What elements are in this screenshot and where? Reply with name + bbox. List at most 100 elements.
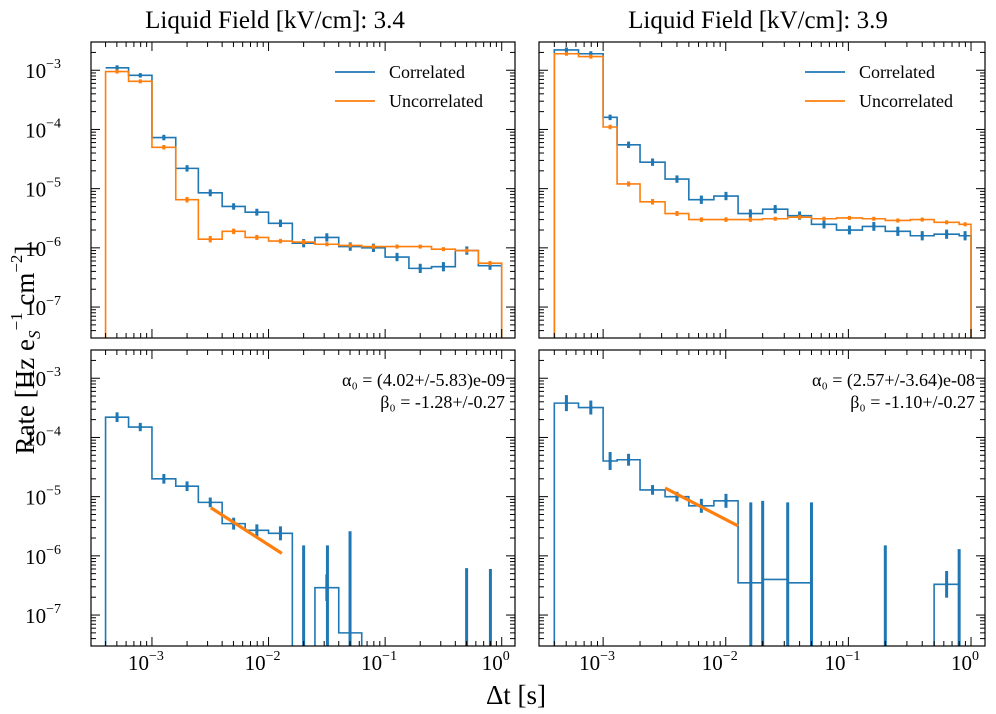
- data-point: [138, 79, 143, 84]
- data-point: [115, 69, 119, 74]
- legend: Correlated Uncorrelated: [335, 62, 483, 111]
- data-point: [348, 243, 353, 248]
- tick-base: 10: [25, 296, 46, 320]
- series-step-0: [104, 416, 363, 646]
- data-point: [724, 217, 728, 222]
- x-tick-label: 100: [951, 649, 979, 675]
- data-point: [185, 484, 189, 489]
- data-point: [418, 266, 423, 271]
- plot-area: [104, 65, 503, 338]
- data-point: [208, 237, 213, 241]
- data-point: [278, 531, 283, 536]
- data-point: [872, 224, 876, 229]
- data-point: [325, 235, 329, 240]
- data-point: [255, 235, 259, 240]
- ticks: [90, 41, 515, 339]
- y-tick-label: 10−5: [25, 176, 61, 202]
- plot-area: [553, 47, 972, 338]
- fit-annotation-1: β₀ = -1.10+/-0.27: [850, 392, 975, 412]
- fit-annotation-0: α₀ = (2.57+/-3.64)e-08: [812, 370, 975, 391]
- tick-exp: −7: [46, 294, 61, 309]
- data-point: [675, 211, 679, 216]
- plot-frame: [90, 41, 516, 339]
- y-tick-label: 10−3: [25, 57, 61, 83]
- tick-base: 10: [579, 651, 600, 675]
- data-point: [255, 528, 259, 533]
- data-point: [441, 264, 446, 269]
- tick-exp: 0: [972, 649, 979, 664]
- data-point: [608, 115, 612, 120]
- tick-exp: −6: [46, 235, 61, 250]
- data-point: [963, 233, 967, 238]
- tick-exp: −3: [46, 365, 61, 380]
- data-point: [208, 500, 213, 505]
- data-point: [115, 65, 119, 70]
- data-point: [963, 222, 967, 227]
- tick-exp: −3: [600, 649, 615, 664]
- tick-exp: 0: [503, 649, 510, 664]
- data-point: [185, 197, 189, 202]
- plot-area: [553, 395, 961, 646]
- y-tick-label: 10−7: [25, 294, 61, 320]
- panel-top-left: 10−310−410−510−610−7CorrelatedUncorrelat…: [25, 41, 516, 339]
- tick-base: 10: [25, 486, 46, 510]
- x-tick-label: 10−2: [245, 649, 281, 675]
- panel-title-right: Liquid Field [kV/cm]: 3.9: [628, 7, 888, 34]
- data-point: [185, 166, 189, 171]
- data-point: [162, 145, 166, 150]
- data-point: [847, 228, 852, 232]
- tick-base: 10: [361, 651, 382, 675]
- data-point: [748, 217, 753, 222]
- fit-annotation-1: β₀ = -1.28+/-0.27: [380, 392, 505, 412]
- data-point: [278, 239, 283, 243]
- data-point: [872, 216, 876, 221]
- data-point: [138, 425, 143, 429]
- data-point: [441, 247, 446, 251]
- data-point: [278, 221, 283, 226]
- tick-base: 10: [951, 651, 972, 675]
- tick-exp: −4: [46, 116, 61, 131]
- x-tick-label: 10−1: [824, 649, 860, 675]
- tick-base: 10: [824, 651, 845, 675]
- tick-exp: −5: [46, 176, 61, 191]
- data-point: [564, 48, 569, 52]
- tick-exp: −3: [46, 57, 61, 72]
- panel-title-left: Liquid Field [kV/cm]: 3.4: [145, 7, 405, 34]
- ticks: [538, 41, 985, 339]
- data-point: [822, 216, 826, 221]
- ticks: [538, 349, 985, 647]
- tick-exp: −1: [845, 649, 860, 664]
- data-point: [395, 255, 399, 259]
- series-step-1: [104, 70, 503, 338]
- data-point: [208, 191, 213, 195]
- data-point: [773, 207, 777, 211]
- legend: Correlated Uncorrelated: [805, 62, 953, 111]
- data-point: [896, 218, 900, 223]
- data-point: [608, 459, 612, 463]
- tick-base: 10: [25, 237, 46, 261]
- plot-frame: [538, 349, 986, 647]
- tick-exp: −6: [46, 543, 61, 558]
- data-point: [699, 217, 704, 222]
- x-tick-label: 10−3: [579, 649, 615, 675]
- data-point: [896, 229, 900, 234]
- panels: 10−310−410−510−610−7CorrelatedUncorrelat…: [25, 41, 986, 675]
- tick-exp: −7: [46, 602, 61, 617]
- legend-label-1: Uncorrelated: [859, 91, 953, 111]
- fit-line: [664, 486, 739, 528]
- data-point: [115, 415, 119, 419]
- data-point: [748, 211, 753, 216]
- data-point: [255, 210, 259, 215]
- series-step-0: [553, 49, 972, 338]
- tick-base: 10: [25, 118, 46, 142]
- data-point: [465, 248, 469, 253]
- data-point: [699, 197, 704, 202]
- data-point: [564, 51, 569, 56]
- data-point: [920, 233, 925, 238]
- data-point: [231, 229, 236, 234]
- legend-label-0: Correlated: [389, 62, 465, 82]
- data-point: [724, 499, 728, 503]
